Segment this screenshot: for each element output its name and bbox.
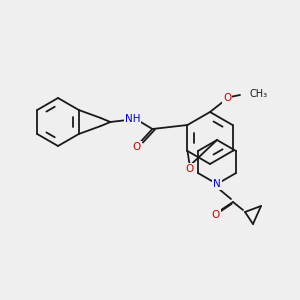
Text: N: N (213, 179, 221, 189)
Text: NH: NH (124, 114, 140, 124)
Text: O: O (223, 93, 231, 103)
Text: CH₃: CH₃ (249, 89, 267, 99)
Text: O: O (132, 142, 140, 152)
Text: O: O (185, 164, 194, 174)
Text: O: O (212, 210, 220, 220)
